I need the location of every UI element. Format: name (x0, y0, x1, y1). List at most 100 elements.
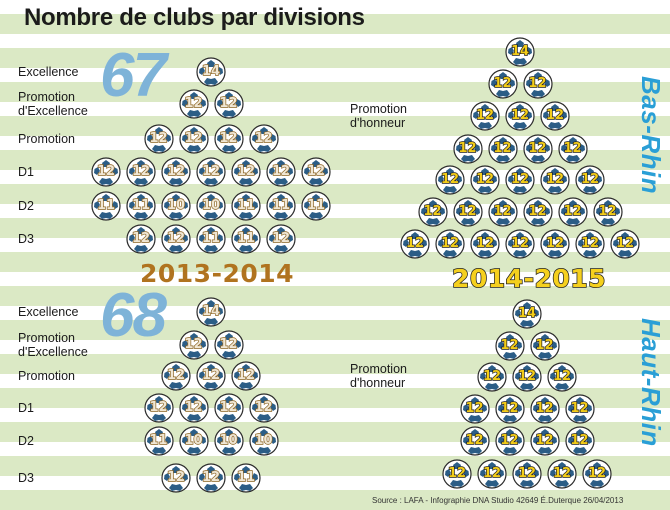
club-count: 12 (517, 466, 537, 481)
club-count: 10 (166, 198, 186, 213)
club-count: 12 (517, 369, 537, 384)
haut-rhin-2014-ball: 12 (582, 459, 612, 489)
club-count: 12 (482, 466, 502, 481)
club-count: 12 (563, 204, 582, 219)
club-count: 12 (552, 466, 572, 481)
bas-rhin-2013-ball: 10 (196, 191, 226, 221)
club-count: 12 (545, 236, 565, 251)
club-count: 12 (615, 236, 635, 251)
club-count: 12 (535, 433, 554, 448)
club-count: 12 (510, 108, 530, 123)
club-count: 12 (580, 172, 600, 187)
club-count: 10 (219, 433, 238, 448)
club-count: 12 (563, 141, 582, 156)
bas-rhin-2013-ball: 12 (178, 124, 209, 154)
club-count: 12 (440, 172, 460, 187)
bas-rhin-2013-ball: 11 (91, 191, 121, 221)
bas-rhin-2013-ball: 12 (91, 157, 121, 187)
haut-rhin-2014-ball: 12 (564, 426, 595, 456)
club-count: 12 (458, 141, 477, 156)
bas-rhin-2014-ball: 12 (505, 229, 535, 259)
club-count: 12 (535, 401, 554, 416)
club-count: 12 (545, 172, 565, 187)
club-count: 12 (500, 338, 519, 353)
club-count: 12 (166, 164, 186, 179)
bas-rhin-2013-ball: 12 (161, 224, 191, 254)
club-count: 11 (201, 231, 221, 246)
club-count: 11 (236, 198, 256, 213)
bas-rhin-2014-ball: 14 (505, 37, 535, 67)
bas-rhin-2014-ball: 12 (505, 101, 535, 131)
haut-rhin-2013-ball: 12 (213, 330, 244, 360)
club-count: 10 (201, 198, 221, 213)
club-count: 12 (184, 96, 203, 111)
haut-rhin-2013-ball: 12 (161, 361, 191, 391)
bas-rhin-2014-ball: 12 (452, 197, 483, 227)
club-count: 10 (184, 433, 203, 448)
club-count: 11 (271, 198, 291, 213)
club-count: 12 (475, 108, 495, 123)
club-count: 12 (465, 433, 484, 448)
bas-rhin-division-label: D3 (18, 232, 34, 246)
bas-rhin-2013-ball: 12 (266, 224, 296, 254)
bas-rhin-2013-ball: 12 (231, 157, 261, 187)
bas-rhin-2014-ball: 12 (487, 197, 518, 227)
club-count: 14 (510, 44, 530, 59)
haut-rhin-2013-ball: 12 (161, 463, 191, 493)
haut-rhin-2013-ball: 12 (143, 393, 174, 423)
bas-rhin-2014-ball: 12 (417, 197, 448, 227)
club-count: 11 (96, 198, 116, 213)
club-count: 12 (219, 96, 238, 111)
haut-rhin-division-label: D1 (18, 401, 34, 415)
club-count: 12 (493, 76, 512, 91)
club-count: 12 (184, 400, 203, 415)
club-count: 12 (306, 164, 326, 179)
bas-rhin-2013-ball: 12 (126, 157, 156, 187)
haut-rhin-2014-ball: 12 (547, 459, 577, 489)
club-count: 12 (184, 131, 203, 146)
club-count: 12 (528, 76, 547, 91)
club-count: 12 (528, 204, 547, 219)
club-count: 12 (131, 164, 151, 179)
bas-rhin-2014-ball: 12 (505, 165, 535, 195)
bas-rhin-2013-ball: 11 (231, 191, 261, 221)
club-count: 12 (423, 204, 442, 219)
club-count: 12 (219, 400, 238, 415)
haut-rhin-2013-ball: 12 (248, 393, 279, 423)
club-count: 12 (201, 368, 221, 383)
club-count: 12 (500, 433, 519, 448)
haut-rhin-2014-ball: 14 (512, 299, 542, 329)
club-count: 12 (570, 433, 589, 448)
haut-rhin-2014-ball: 12 (494, 394, 525, 424)
club-count: 12 (570, 401, 589, 416)
haut-rhin-2014-ball: 12 (494, 331, 525, 361)
bas-rhin-2013-ball: 12 (266, 157, 296, 187)
bas-rhin-2014-ball: 12 (522, 197, 553, 227)
bas-rhin-2013-ball: 11 (301, 191, 331, 221)
bas-rhin-division-label: Excellence (18, 65, 79, 79)
bas-rhin-2014-ball: 12 (487, 69, 518, 99)
club-count: 12 (598, 204, 617, 219)
haut-rhin-2014-ball: 12 (442, 459, 472, 489)
club-count: 12 (458, 204, 477, 219)
haut-rhin-2013-ball: 11 (231, 463, 261, 493)
bas-rhin-2014-ball: 12 (540, 101, 570, 131)
club-count: 12 (166, 368, 186, 383)
haut-rhin-division-label: D3 (18, 471, 34, 485)
bas-rhin-2013-ball: 11 (196, 224, 226, 254)
haut-rhin-total-2013: 68 (100, 281, 167, 350)
bas-rhin-2013-ball: 10 (161, 191, 191, 221)
club-count: 12 (166, 470, 186, 485)
club-count: 12 (475, 236, 495, 251)
bas-rhin-2014-ball: 12 (487, 134, 518, 164)
club-count: 12 (510, 172, 530, 187)
club-count: 11 (131, 198, 151, 213)
bas-rhin-2013-ball: 14 (196, 57, 226, 87)
bas-rhin-2013-ball: 12 (161, 157, 191, 187)
club-count: 12 (254, 400, 273, 415)
bas-rhin-2014-ball: 12 (575, 165, 605, 195)
page-title: Nombre de clubs par divisions (24, 4, 365, 31)
bas-rhin-2013-ball: 12 (143, 124, 174, 154)
haut-rhin-2014-ball: 12 (477, 459, 507, 489)
